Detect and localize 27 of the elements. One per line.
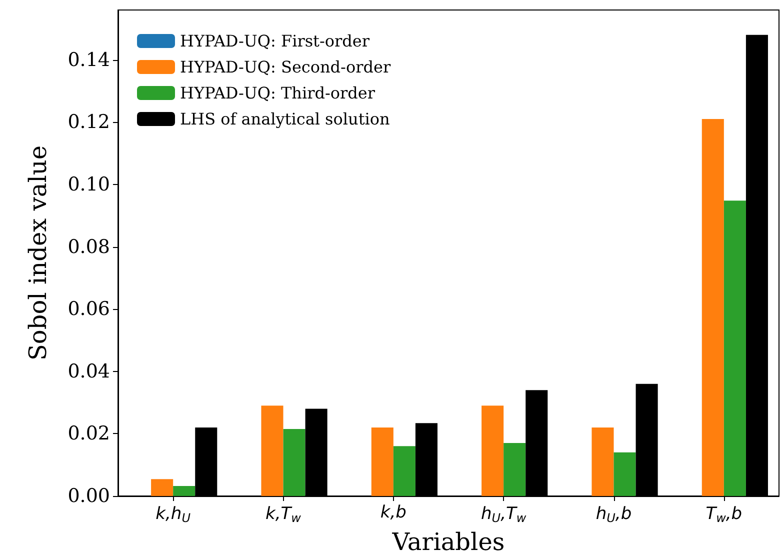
- y-tick-label: 0.06: [68, 298, 110, 320]
- bar: [371, 427, 394, 496]
- bar: [614, 452, 636, 496]
- y-tick-label: 0.04: [68, 360, 110, 382]
- bar: [482, 406, 504, 496]
- bar: [504, 443, 526, 496]
- y-tick-label: 0.14: [68, 48, 110, 71]
- legend-label: HYPAD-UQ: Second-order: [180, 58, 391, 76]
- y-tick-label: 0.12: [68, 111, 110, 134]
- bar: [283, 429, 306, 496]
- bar: [173, 486, 196, 496]
- legend-label: HYPAD-UQ: First-order: [180, 32, 370, 50]
- legend-label: HYPAD-UQ: Third-order: [180, 84, 376, 102]
- y-axis-title: Sobol index value: [24, 145, 52, 361]
- bar: [592, 427, 614, 496]
- bar: [724, 200, 746, 496]
- bar: [702, 119, 724, 496]
- legend-label: LHS of analytical solution: [180, 110, 390, 128]
- y-tick-label: 0.00: [68, 485, 110, 507]
- y-tick-label: 0.02: [68, 422, 110, 445]
- x-axis-title: Variables: [391, 528, 505, 556]
- y-tick-label: 0.08: [68, 236, 110, 258]
- bar: [261, 406, 284, 496]
- x-tick-label: k,b: [380, 502, 406, 522]
- bar: [151, 479, 174, 496]
- bar: [393, 446, 416, 496]
- y-tick-label: 0.10: [68, 173, 110, 196]
